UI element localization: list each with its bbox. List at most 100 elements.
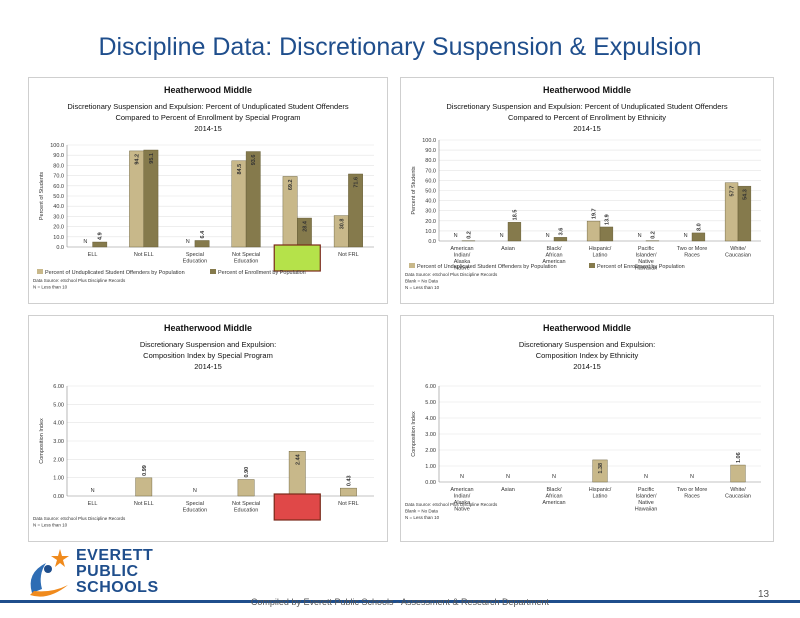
x-tick-label-line: Asian [501,246,515,252]
y-tick-label: 0.0 [56,245,64,251]
x-tick-label-line: Native [454,507,470,513]
x-tick-label: Not FRL [338,252,358,258]
x-tick-label-line: Black/ [547,246,562,252]
bar [586,220,601,242]
y-tick-label: 0.00 [425,480,436,486]
chart-title-line-2: Compared to Percent of Enrollment by Eth… [508,113,666,122]
x-tick-label: Asian [501,487,515,493]
bar [737,185,752,242]
y-tick-label: 1.00 [425,464,436,470]
chart-title-line-2: Composition Index by Special Program [143,351,273,360]
logo-line-3: SCHOOLS [76,579,159,596]
x-tick-label: Two or More Races [677,487,708,500]
x-tick-label-line: Hawaiian [635,266,658,272]
data-label: 0.2 [650,231,656,239]
y-tick-label: 50.0 [53,194,64,200]
x-tick-label: White/Caucasian [725,246,751,259]
x-tick-label: Two or More Races [677,246,708,259]
chart-ethnicity-percent: Heatherwood Middle Discretionary Suspensi… [405,85,761,290]
x-tick-label-line: Education [183,259,207,265]
x-tick-label-line: ELL [88,501,98,507]
x-tick-label-line: Education [183,508,207,514]
logo-line-2: PUBLIC [76,563,139,580]
data-label: N [684,233,688,239]
chart-note: Blank = No Data [405,279,438,284]
x-tick-label-line: Islander/ [635,494,657,500]
bar [730,464,746,483]
logo-line-1: EVERETT [76,547,154,564]
data-label: 28.4 [302,220,308,232]
bar [553,237,568,242]
x-tick-label: Not FRL [338,501,358,507]
x-tick-label-line: Races [684,494,700,500]
page-number: 13 [758,589,770,600]
x-tick-label: Black/African American [542,487,565,506]
footer-divider [0,600,800,603]
data-label: 0.43 [346,475,352,486]
slide-title: Discipline Data: Discretionary Suspensio… [98,33,702,61]
y-tick-label: 5.00 [53,402,64,408]
chart-year: 2014-15 [194,362,222,371]
chart-title-line-1: Discretionary Suspension and Expulsion: … [446,102,728,111]
chart-school-name: Heatherwood Middle [164,323,252,333]
x-tick-label-line: Not ELL [134,501,154,507]
y-tick-label: 40.0 [425,199,436,205]
chart-panel-ethnicity-index: Heatherwood Middle Discretionary Suspensi… [400,315,774,542]
x-tick-label-line: Islander/ [635,253,657,259]
x-tick-label-line: Alaska [454,259,471,265]
x-tick-label-line: Not ELL [134,252,154,258]
data-label: 0.90 [244,467,250,478]
data-label: 3.6 [558,228,564,236]
data-label: 0.99 [142,465,148,476]
legend-swatch [210,269,216,274]
highlight-box [273,493,321,521]
x-tick-label-line: Races [684,253,700,259]
legend-label: Percent of Enrollment by Population [597,264,685,270]
data-label: 94.2 [135,154,141,165]
data-label: N [186,239,190,245]
chart-note: Data Source: eSchool Plus Discipline Rec… [33,278,126,283]
x-tick-label: ELL [88,501,98,507]
y-tick-label: 0.00 [53,494,64,500]
y-tick-label: 60.0 [425,178,436,184]
data-label: 84.5 [237,164,243,175]
data-label: N [546,233,550,239]
chart-special-program-percent: Heatherwood Middle Discretionary Suspensi… [33,85,374,290]
x-tick-label: Not ELL [134,501,154,507]
y-tick-label: 4.00 [53,421,64,427]
bar [507,222,522,242]
data-label: 93.6 [251,155,257,166]
x-tick-label-line: Special [186,501,204,507]
x-tick-label: Not Special Education [232,501,260,514]
chart-title-line-1: Discretionary Suspension and Expulsion: … [67,102,349,111]
chart-special-program-index: Heatherwood Middle Discretionary Suspensi… [33,323,374,528]
chart-note: Data Source: eSchool Plus Discipline Rec… [405,272,498,277]
y-tick-label: 20.0 [53,225,64,231]
data-label: 30.8 [339,219,345,230]
y-tick-label: 1.00 [53,476,64,482]
x-tick-label-line: Native [638,500,654,506]
data-label: N [506,474,510,480]
x-tick-label: Not Special Education [232,252,260,265]
x-tick-label-line: Two or More [677,246,708,252]
x-tick-label-line: Black/ [547,487,562,493]
chart-title-line-2: Composition Index by Ethnicity [536,351,639,360]
y-axis-title: Percent of Students [411,166,417,215]
bar [599,226,614,242]
y-tick-label: 100.0 [422,138,436,144]
x-tick-label-line: African [545,253,562,259]
y-tick-label: 50.0 [425,189,436,195]
y-tick-label: 6.00 [425,384,436,390]
x-tick-label-line: Pacific [638,487,654,493]
data-label: 57.7 [730,186,736,197]
bar [194,240,210,248]
x-tick-label-line: Latino [593,253,608,259]
y-tick-label: 60.0 [53,184,64,190]
data-label: 8.0 [696,223,702,231]
x-tick-label: Asian [501,246,515,252]
chart-title-line-1: Discretionary Suspension and Expulsion: [519,340,655,349]
y-tick-label: 70.0 [425,168,436,174]
legend-label: Percent of Unduplicated Student Offender… [417,264,557,270]
highlight-box [273,244,321,272]
bar [348,173,363,248]
